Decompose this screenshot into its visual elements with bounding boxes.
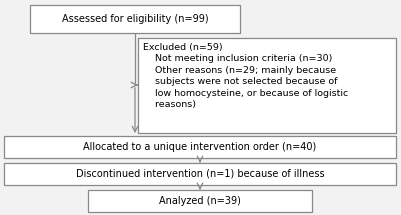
Text: Allocated to a unique intervention order (n=40): Allocated to a unique intervention order… xyxy=(83,142,316,152)
Bar xyxy=(30,5,239,33)
Bar xyxy=(88,190,311,212)
Bar xyxy=(4,136,395,158)
Text: Assessed for eligibility (n=99): Assessed for eligibility (n=99) xyxy=(61,14,208,24)
Text: Excluded (n=59)
    Not meeting inclusion criteria (n=30)
    Other reasons (n=2: Excluded (n=59) Not meeting inclusion cr… xyxy=(143,43,347,109)
Bar xyxy=(4,163,395,185)
Bar xyxy=(138,38,395,133)
Text: Discontinued intervention (n=1) because of illness: Discontinued intervention (n=1) because … xyxy=(75,169,324,179)
Text: Analyzed (n=39): Analyzed (n=39) xyxy=(159,196,240,206)
